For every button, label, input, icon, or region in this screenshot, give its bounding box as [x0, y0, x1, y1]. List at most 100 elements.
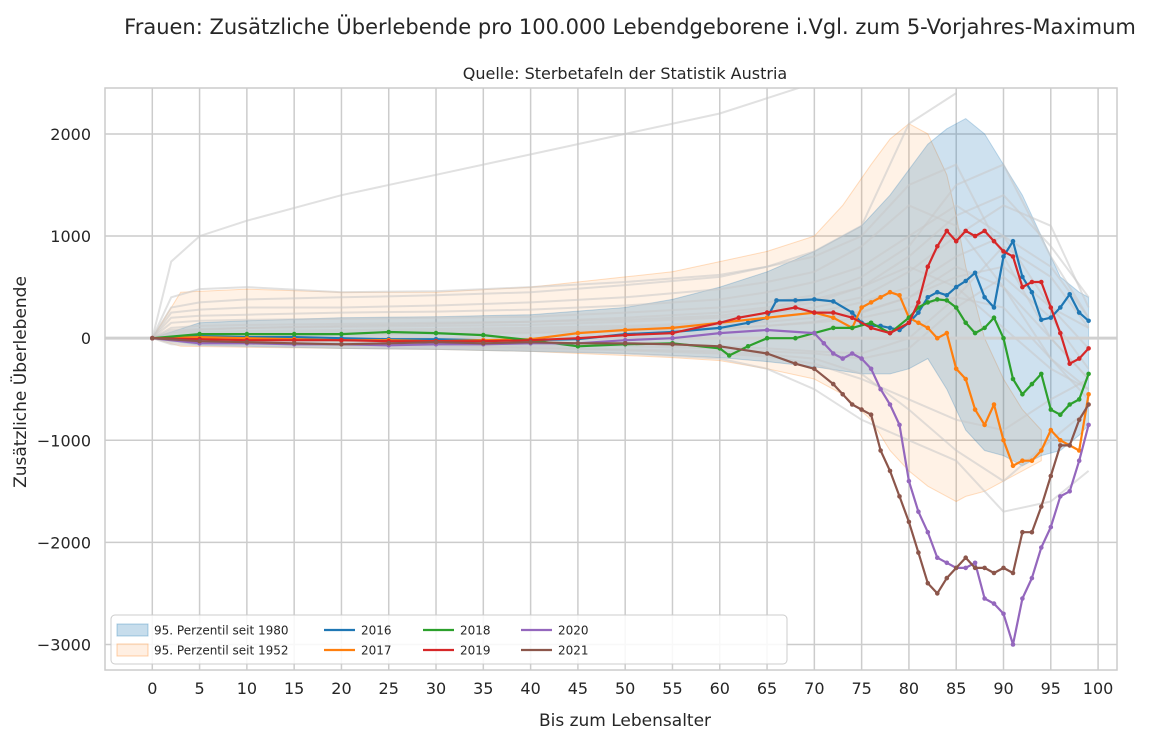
historical-line — [151, 92, 957, 339]
data-point — [1039, 371, 1044, 377]
data-point — [953, 305, 959, 310]
data-point — [812, 330, 817, 336]
data-point — [793, 305, 798, 310]
data-point — [935, 335, 940, 341]
data-point — [1029, 289, 1035, 295]
data-point — [433, 339, 439, 345]
data-point — [991, 315, 997, 321]
data-point — [1010, 463, 1016, 469]
legend-swatch — [116, 623, 149, 637]
highlighted-series — [150, 228, 1091, 647]
data-point — [1067, 361, 1072, 367]
x-tick-label: 10 — [237, 679, 257, 698]
x-tick-label: 15 — [284, 679, 304, 698]
legend-label: 2018 — [460, 624, 491, 638]
data-point — [925, 295, 931, 300]
y-tick-label: 0 — [81, 329, 91, 348]
legend-swatch — [116, 643, 149, 657]
data-point — [916, 300, 921, 305]
data-point — [935, 289, 940, 295]
y-tick-label: −3000 — [37, 635, 91, 654]
legend-item: 2018 — [423, 624, 491, 638]
data-point — [575, 335, 581, 341]
x-tick-label: 0 — [147, 679, 157, 698]
data-point — [849, 310, 855, 315]
data-point — [897, 422, 902, 428]
data-point — [764, 315, 770, 321]
data-point — [982, 325, 987, 331]
x-tick-label: 70 — [804, 679, 824, 698]
data-point — [1067, 443, 1072, 448]
data-point — [1039, 317, 1044, 323]
data-point — [972, 233, 978, 239]
data-point — [982, 565, 987, 571]
data-point — [868, 325, 874, 331]
data-point — [575, 330, 581, 336]
data-point — [1048, 305, 1054, 310]
data-point — [622, 332, 628, 338]
historical-line — [151, 337, 1090, 513]
data-point — [1067, 292, 1072, 297]
y-tick-labels: −3000 −2000 −1000 0 1000 2000 — [37, 125, 91, 655]
data-point — [812, 297, 817, 302]
data-point — [982, 422, 987, 428]
data-point — [1039, 545, 1044, 550]
data-point — [944, 293, 950, 298]
data-point — [1020, 529, 1025, 535]
data-point — [1010, 570, 1016, 576]
data-point — [1058, 443, 1063, 448]
data-point — [906, 519, 912, 525]
legend-label: 95. Perzentil seit 1980 — [154, 624, 289, 638]
historical-line — [151, 163, 1090, 339]
data-point — [982, 596, 987, 601]
data-point — [1076, 397, 1082, 402]
historical-line — [151, 88, 802, 339]
chart-subtitle: Quelle: Sterbetafeln der Statistik Austr… — [463, 64, 787, 83]
data-point — [953, 565, 959, 571]
data-point — [1086, 371, 1091, 377]
data-point — [1076, 458, 1082, 464]
data-point — [831, 315, 836, 321]
data-point — [670, 325, 675, 331]
data-point — [1086, 402, 1091, 407]
data-point — [925, 580, 931, 586]
x-tick-label: 20 — [331, 679, 351, 698]
data-point — [481, 332, 486, 338]
data-point — [575, 341, 581, 346]
legend-item: 95. Perzentil seit 1980 — [116, 623, 289, 638]
historical-line — [151, 194, 1090, 340]
data-point — [972, 560, 978, 566]
data-point — [1020, 274, 1025, 280]
legend-item: 2019 — [423, 644, 491, 658]
data-point — [745, 320, 751, 326]
data-point — [339, 331, 344, 337]
plot-frame — [104, 87, 1118, 671]
data-point — [963, 555, 968, 560]
data-point — [906, 478, 912, 484]
data-point — [963, 320, 968, 326]
data-point — [1001, 438, 1006, 443]
data-point — [925, 264, 931, 270]
data-point — [793, 298, 798, 303]
data-point — [1058, 438, 1063, 443]
data-point — [849, 315, 855, 321]
axes-border — [104, 87, 1118, 671]
data-point — [1029, 575, 1035, 581]
legend-label: 95. Perzentil seit 1952 — [154, 644, 289, 658]
data-point — [150, 335, 155, 341]
x-tick-label: 95 — [1041, 679, 1061, 698]
data-point — [717, 344, 723, 349]
data-point — [670, 335, 675, 341]
data-point — [859, 305, 864, 310]
data-point — [717, 325, 723, 331]
data-point — [859, 407, 864, 412]
data-point — [972, 565, 978, 571]
legend-item: 95. Perzentil seit 1952 — [116, 643, 289, 658]
data-point — [849, 402, 855, 407]
data-point — [916, 310, 921, 315]
data-point — [1048, 407, 1054, 412]
x-tick-label: 30 — [426, 679, 446, 698]
data-point — [963, 565, 968, 571]
data-point — [1039, 448, 1044, 453]
data-point — [197, 331, 202, 337]
